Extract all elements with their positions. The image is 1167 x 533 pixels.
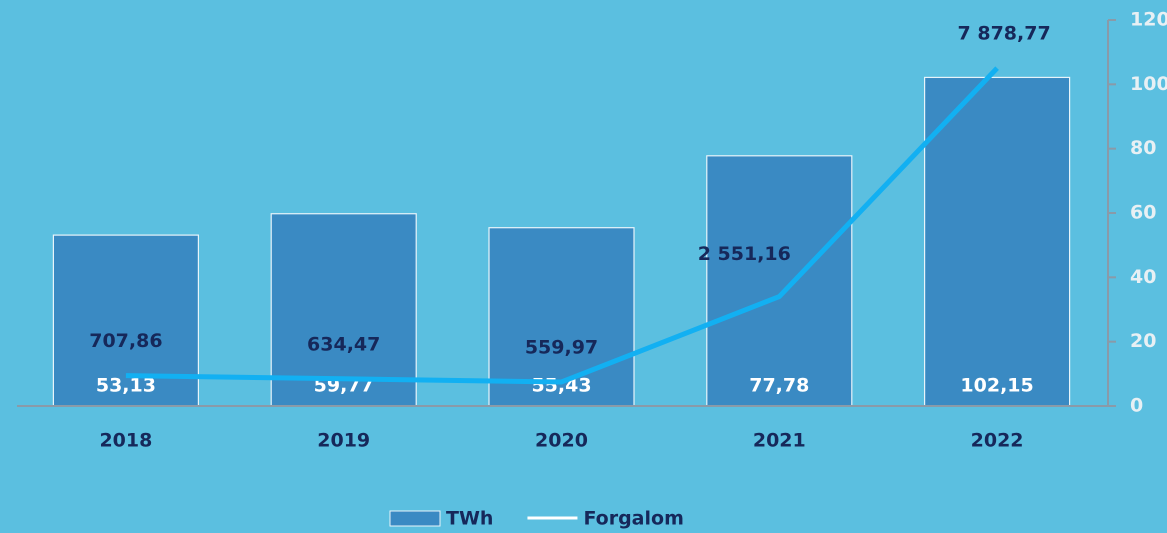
y-tick-label: 0 (1130, 395, 1143, 417)
bar (270, 213, 417, 407)
line-value-label: 7 878,77 (958, 23, 1051, 45)
bar (488, 227, 635, 407)
line-value-label: 634,47 (307, 333, 380, 355)
line-value-label: 559,97 (525, 336, 598, 358)
bar-value-label: 55,43 (531, 375, 591, 397)
y-tick-label: 40 (1130, 266, 1156, 288)
bar (923, 76, 1071, 407)
bar-value-label: 53,13 (96, 375, 156, 397)
y-tick-label: 20 (1130, 330, 1156, 352)
x-tick-label: 2021 (753, 430, 806, 452)
x-tick-label: 2022 (971, 430, 1024, 452)
bar-value-label: 102,15 (960, 375, 1033, 397)
y-tick-label: 120 (1130, 9, 1167, 31)
legend-label: Forgalom (583, 508, 683, 530)
bar (706, 155, 853, 407)
x-tick-label: 2018 (99, 430, 152, 452)
x-tick-label: 2019 (317, 430, 370, 452)
bar-value-label: 77,78 (749, 375, 809, 397)
legend-swatch (389, 510, 441, 527)
legend-label: TWh (446, 508, 493, 530)
line-value-label: 707,86 (89, 330, 162, 352)
x-tick-label: 2020 (535, 430, 588, 452)
y-tick-label: 80 (1130, 137, 1156, 159)
line-value-label: 2 551,16 (698, 243, 791, 265)
y-tick-label: 100 (1130, 73, 1167, 95)
line (125, 66, 999, 385)
y-tick-label: 60 (1130, 202, 1156, 224)
